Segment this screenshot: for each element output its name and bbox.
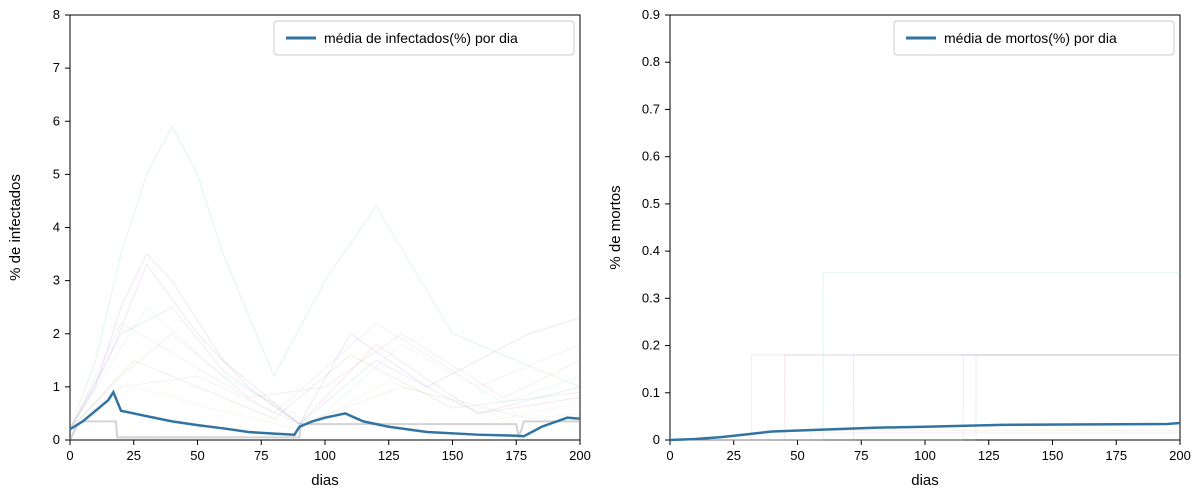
background-series-line <box>70 421 580 440</box>
x-tick-label: 150 <box>442 448 464 463</box>
x-tick-label: 200 <box>569 448 591 463</box>
x-tick-label: 0 <box>66 448 73 463</box>
x-tick-label: 150 <box>1042 448 1064 463</box>
y-tick-label: 0 <box>653 432 660 447</box>
y-axis-label: % de infectados <box>7 174 24 281</box>
left-panel: 0 25 50 75 100 125 150 175 200 0 1 2 3 4 5 6 7 8 dias % de … <box>0 0 600 500</box>
x-tick-label: 50 <box>190 448 204 463</box>
right-chart-svg: 0 25 50 75 100 125 150 175 200 0 0.1 0.2 0.3 0.4 0.5 0.… <box>600 0 1200 500</box>
background-series-line <box>70 127 580 430</box>
x-tick-label: 50 <box>790 448 804 463</box>
x-tick-label: 125 <box>378 448 400 463</box>
background-series-line <box>70 382 580 430</box>
x-tick-label: 175 <box>1105 448 1127 463</box>
x-axis-label: dias <box>911 472 939 489</box>
y-tick-label: 0.4 <box>642 243 660 258</box>
y-tick-label: 7 <box>53 60 60 75</box>
main-series-line <box>670 423 1180 440</box>
y-tick-label: 5 <box>53 166 60 181</box>
x-tick-label: 0 <box>666 448 673 463</box>
y-tick-label: 0.8 <box>642 54 660 69</box>
legend-label: média de infectados(%) por dia <box>324 30 518 46</box>
y-tick-label: 1 <box>53 379 60 394</box>
x-tick-label: 25 <box>727 448 741 463</box>
x-tick-label: 200 <box>1169 448 1191 463</box>
y-tick-label: 4 <box>53 220 60 235</box>
y-tick-label: 2 <box>53 326 60 341</box>
x-tick-label: 175 <box>505 448 527 463</box>
y-tick-label: 0.6 <box>642 149 660 164</box>
y-tick-label: 0.5 <box>642 196 660 211</box>
x-axis-label: dias <box>311 472 339 489</box>
y-tick-label: 8 <box>53 7 60 22</box>
y-tick-label: 6 <box>53 113 60 128</box>
right-panel: 0 25 50 75 100 125 150 175 200 0 0.1 0.2 0.3 0.4 0.5 0.… <box>600 0 1200 500</box>
figure: 0 25 50 75 100 125 150 175 200 0 1 2 3 4 5 6 7 8 dias % de … <box>0 0 1200 500</box>
y-tick-label: 0.7 <box>642 101 660 116</box>
y-tick-label: 0.9 <box>642 7 660 22</box>
legend-label: média de mortos(%) por dia <box>944 30 1117 46</box>
y-tick-label: 0.1 <box>642 385 660 400</box>
x-tick-label: 25 <box>127 448 141 463</box>
background-series-line <box>670 272 1180 440</box>
y-tick-label: 3 <box>53 273 60 288</box>
x-tick-label: 125 <box>978 448 1000 463</box>
y-axis-label: % de mortos <box>607 185 624 269</box>
x-tick-label: 100 <box>314 448 336 463</box>
x-tick-label: 75 <box>854 448 868 463</box>
y-tick-label: 0.2 <box>642 338 660 353</box>
y-tick-label: 0.3 <box>642 290 660 305</box>
left-chart-svg: 0 25 50 75 100 125 150 175 200 0 1 2 3 4 5 6 7 8 dias % de … <box>0 0 600 500</box>
x-tick-label: 75 <box>254 448 268 463</box>
x-tick-label: 100 <box>914 448 936 463</box>
y-tick-label: 0 <box>53 432 60 447</box>
